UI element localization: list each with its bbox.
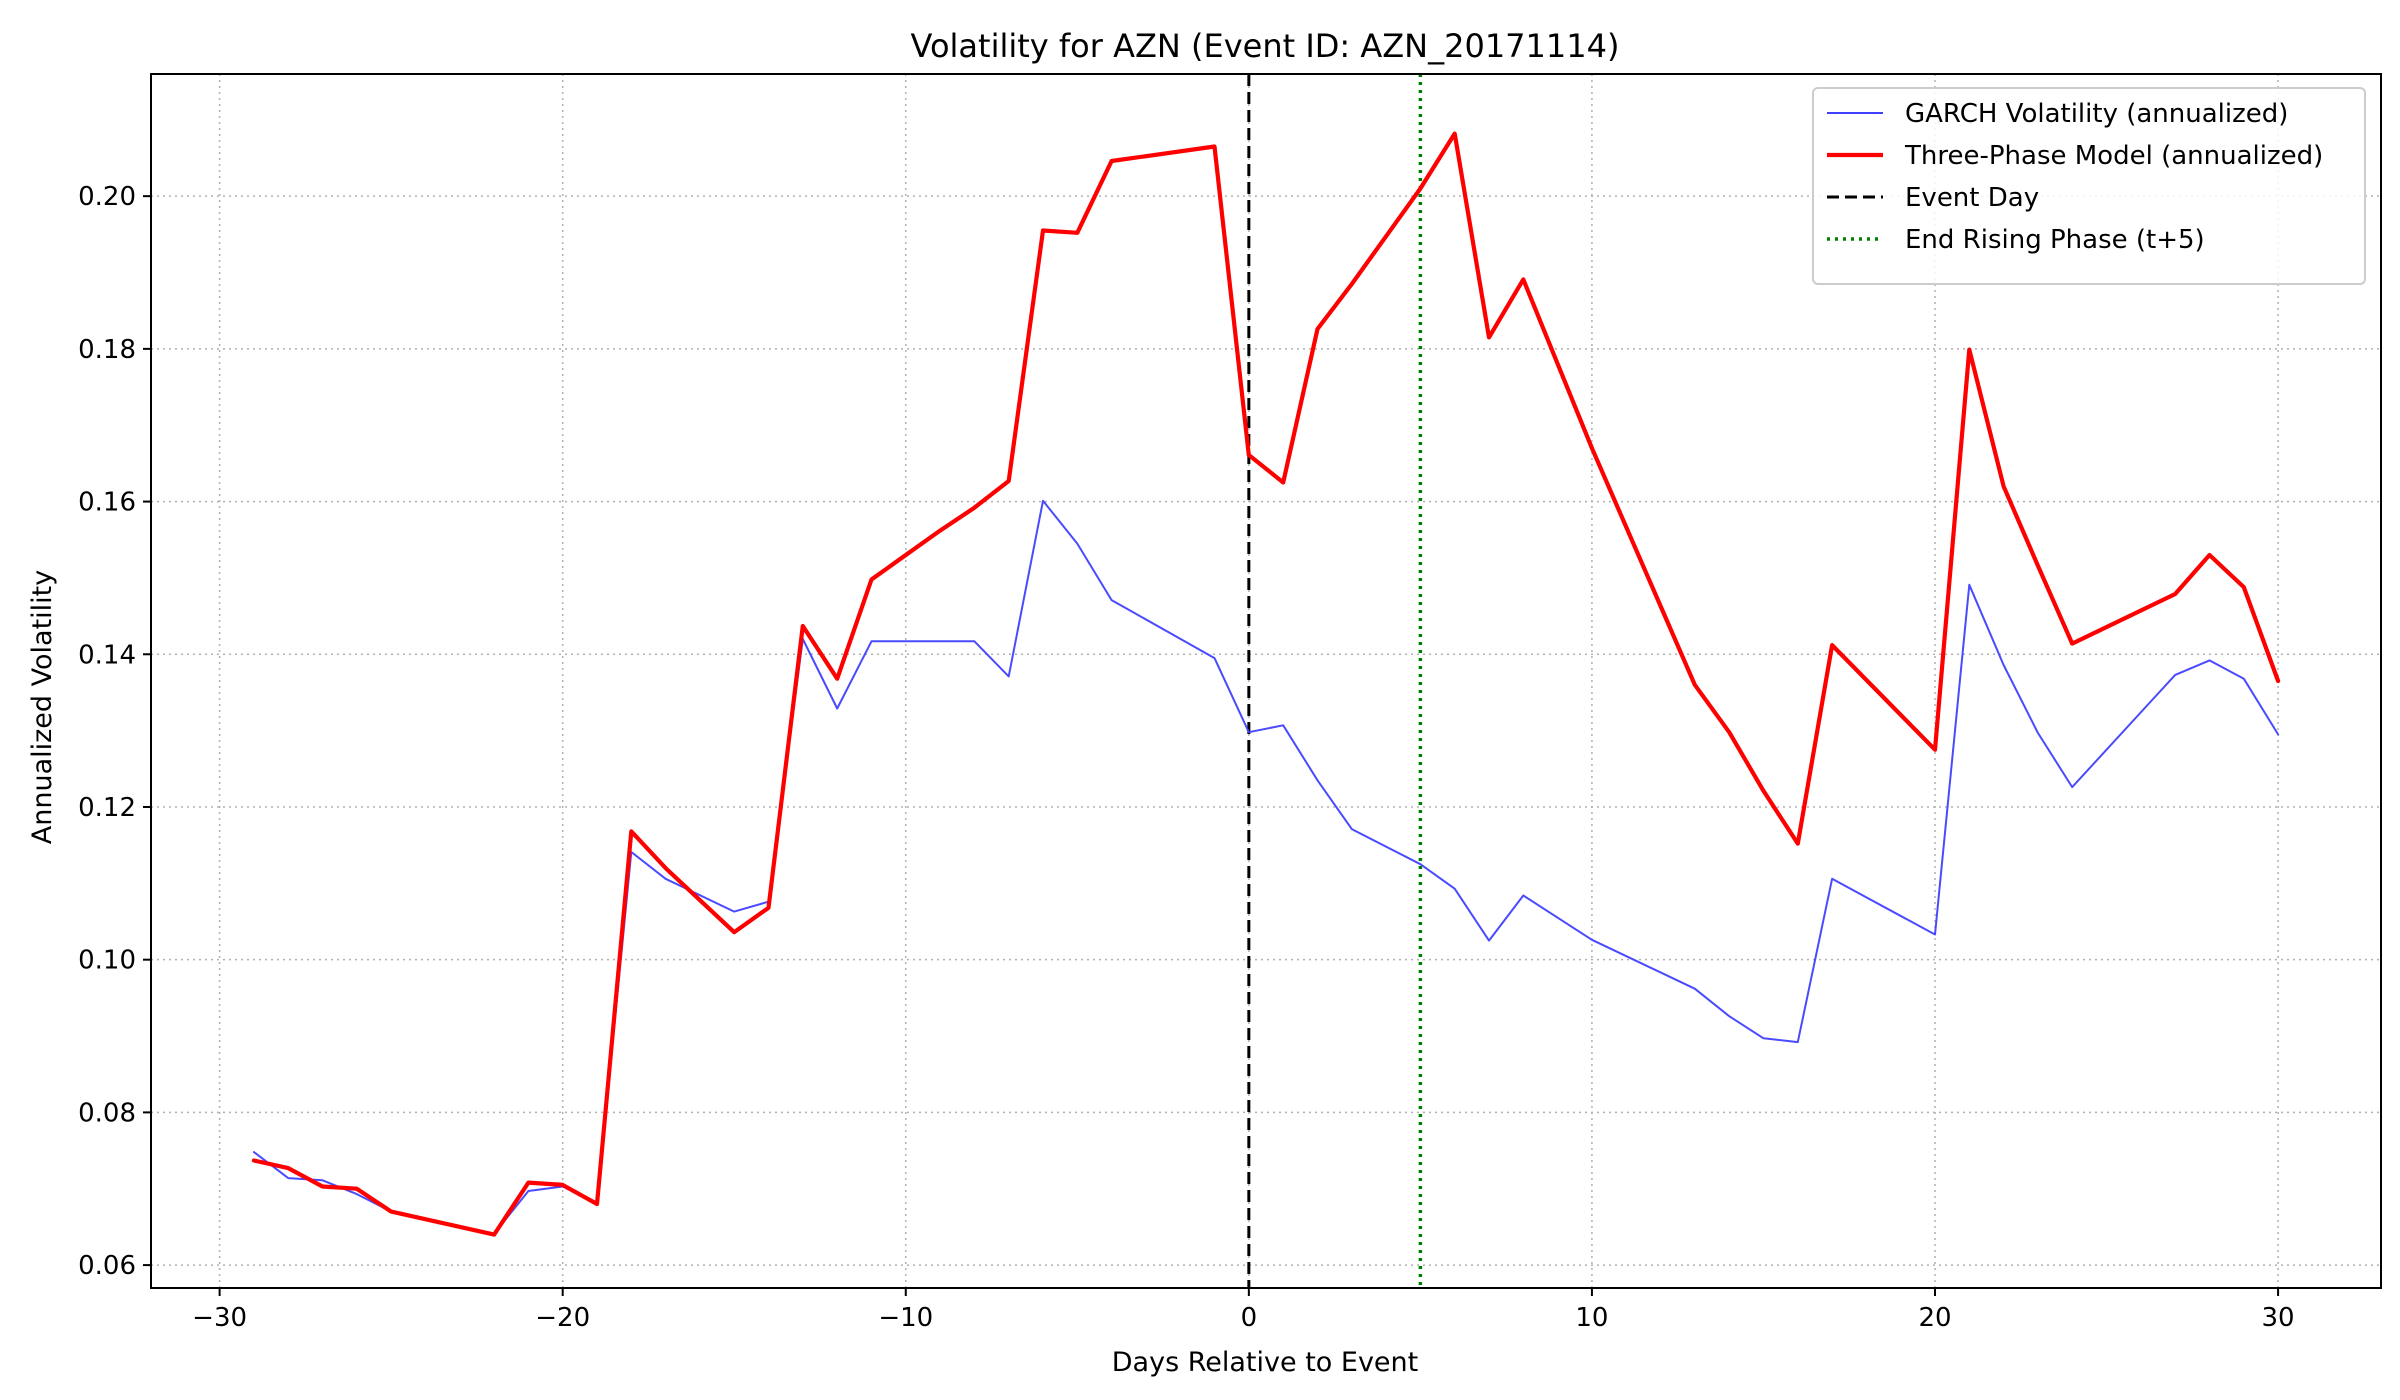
legend-label: Three-Phase Model (annualized) — [1904, 141, 2323, 171]
chart-title: Volatility for AZN (Event ID: AZN_201711… — [911, 27, 1620, 65]
y-tick-label: 0.06 — [78, 1251, 136, 1281]
x-tick-label: 30 — [2262, 1303, 2295, 1333]
legend-label: End Rising Phase (t+5) — [1905, 225, 2205, 255]
y-tick-label: 0.14 — [78, 640, 136, 670]
x-tick-label: 20 — [1918, 1303, 1951, 1333]
plot-area-frame — [150, 73, 2382, 1289]
legend-label: GARCH Volatility (annualized) — [1905, 99, 2288, 129]
x-axis-ticks: −30 −20 −10 0 10 20 30 — [192, 1288, 2295, 1333]
x-tick-label: −10 — [878, 1303, 933, 1333]
y-tick-label: 0.10 — [78, 946, 136, 976]
y-tick-label: 0.20 — [78, 182, 136, 212]
legend: GARCH Volatility (annualized) Three-Phase… — [1812, 87, 2366, 285]
reference-lines — [1247, 74, 1423, 1288]
y-tick-label: 0.12 — [78, 793, 136, 823]
series-line-three-phase-model-annualized- — [251, 131, 2281, 1237]
y-tick-label: 0.18 — [78, 335, 136, 365]
x-axis-label: Days Relative to Event — [1112, 1347, 1418, 1378]
x-tick-label: 0 — [1241, 1303, 1258, 1333]
y-tick-label: 0.16 — [78, 488, 136, 518]
x-tick-label: 10 — [1575, 1303, 1608, 1333]
legend-box — [1812, 87, 2366, 285]
y-tick-label: 0.08 — [78, 1098, 136, 1128]
series-lines — [251, 131, 2281, 1237]
legend-label: Event Day — [1905, 183, 2039, 213]
y-axis-label: Annualized Volatility — [27, 570, 58, 844]
x-tick-label: −30 — [192, 1303, 247, 1333]
y-axis-ticks: 0.06 0.08 0.10 0.12 0.14 0.16 0.18 0.20 — [78, 182, 151, 1281]
x-tick-label: −20 — [535, 1303, 590, 1333]
